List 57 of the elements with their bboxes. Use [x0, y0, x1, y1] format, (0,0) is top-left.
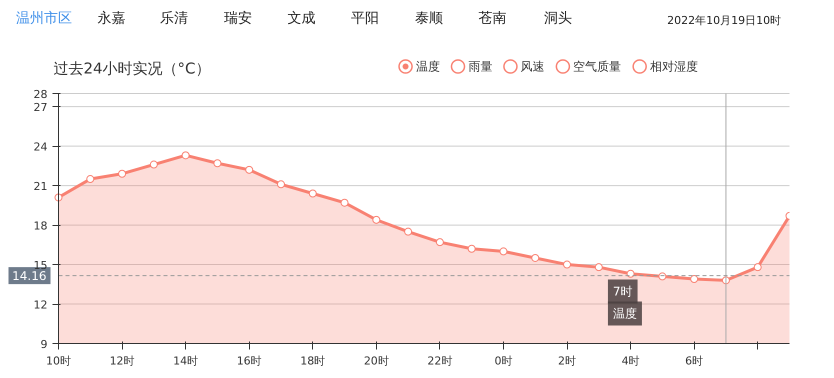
point: [150, 160, 158, 169]
x-tick-label: 4时: [622, 354, 640, 368]
text: 文成: [288, 10, 316, 26]
point: [340, 198, 349, 207]
point: [436, 238, 444, 246]
point: [690, 275, 698, 284]
y-tick-label: 12: [34, 298, 48, 312]
legend-label: 空气质量: [573, 60, 622, 74]
point: [468, 244, 476, 253]
text: 洞头: [544, 10, 572, 26]
x-tick-label: 22时: [427, 354, 452, 368]
point: [563, 260, 572, 269]
text: 泰顺: [414, 10, 443, 26]
text: 2022年10月19日10时: [667, 14, 782, 27]
text: 温州市区: [16, 10, 72, 26]
text: 苍南: [478, 10, 507, 26]
x-tick-label: 12时: [110, 354, 135, 368]
point: [182, 151, 190, 160]
y-tick-label: 24: [34, 140, 48, 154]
point: [245, 166, 254, 174]
annotation: 7时: [612, 284, 633, 298]
point: [626, 270, 635, 278]
x-tick-label: 16时: [236, 354, 262, 368]
point: [404, 228, 412, 236]
text: 永嘉: [97, 10, 126, 26]
x-tick-label: 10时: [46, 354, 71, 368]
point: [531, 254, 540, 262]
x-tick-label: 14时: [173, 354, 198, 368]
x-tick-label: 2时: [558, 354, 576, 368]
y-tick-label: 27: [34, 101, 48, 114]
x-tick-label: 0时: [494, 354, 512, 368]
point: [118, 170, 126, 178]
point: [86, 175, 94, 184]
text: 平阳: [351, 10, 380, 26]
text: 乐清: [160, 10, 188, 26]
legend-label: 相对湿度: [650, 60, 698, 74]
point: [499, 247, 508, 256]
annotation: 温度: [612, 306, 637, 320]
y-tick-label: 28: [34, 88, 48, 101]
x-tick-label: 20时: [364, 354, 389, 368]
legend-label: 雨量: [468, 60, 492, 74]
legend-label: 温度: [416, 60, 440, 74]
chart-title: 过去24小时实况（°C）: [53, 60, 211, 78]
x-tick-label: 6时: [685, 354, 704, 368]
legend-label: 风速: [520, 60, 545, 74]
x-tick-label: 18时: [300, 354, 326, 368]
point: [308, 190, 317, 198]
point: [372, 216, 380, 224]
ref-line-label: 14.16: [12, 269, 47, 284]
text: 瑞安: [224, 10, 252, 26]
point: [754, 263, 762, 272]
point: [276, 180, 285, 188]
point: [594, 263, 603, 272]
y-tick-label: 21: [34, 180, 48, 194]
point: [213, 159, 222, 168]
y-tick-label: 18: [34, 220, 48, 233]
y-tick-label: 9: [40, 338, 48, 351]
